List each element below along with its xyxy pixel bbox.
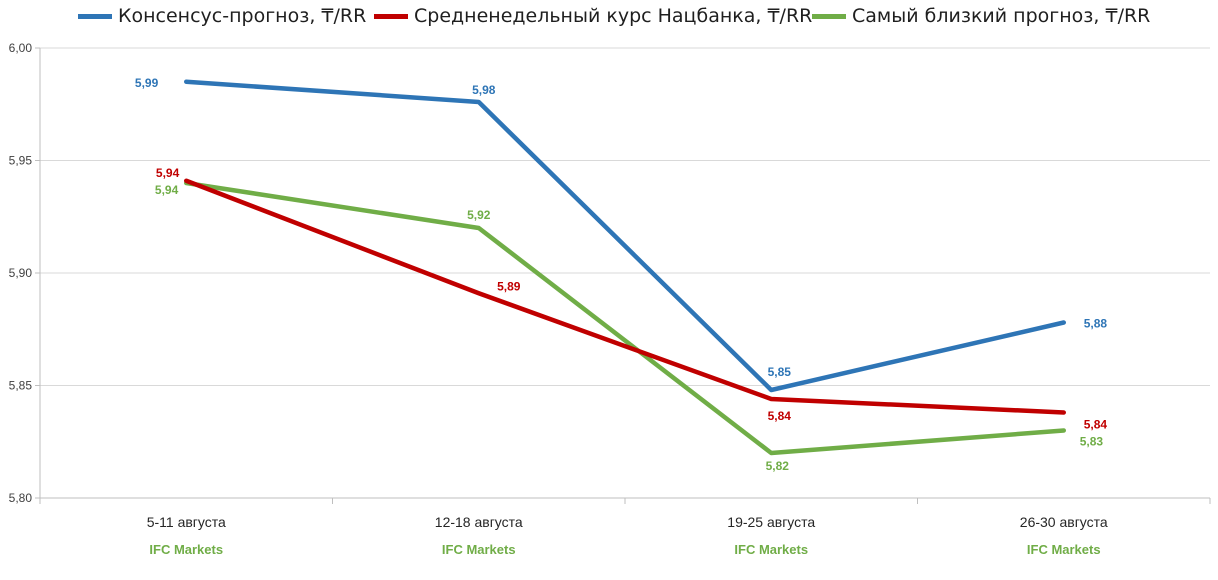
- data-label: 5,82: [766, 459, 790, 473]
- y-tick-label: 6,00: [9, 41, 33, 55]
- legend-swatch-closest: [812, 13, 846, 19]
- x-secondary-label: IFC Markets: [442, 542, 516, 557]
- data-label: 5,85: [768, 365, 792, 379]
- legend-swatch-consensus: [78, 13, 112, 19]
- data-label: 5,83: [1080, 435, 1104, 449]
- data-label: 5,89: [497, 279, 521, 293]
- x-tick-label: 12-18 августа: [435, 514, 523, 530]
- legend: Консенсус-прогноз, ₸/RR Средненедельный …: [0, 0, 1218, 34]
- data-label: 5,94: [155, 183, 179, 197]
- series-line-1: [184, 79, 1066, 393]
- legend-swatch-nbk-rate: [374, 13, 408, 19]
- legend-label-nbk-rate: Средненедельный курс Нацбанка, ₸/RR: [414, 5, 813, 27]
- data-label: 5,98: [472, 83, 496, 97]
- series-line-3: [184, 180, 1066, 456]
- data-label: 5,94: [156, 166, 180, 180]
- y-tick-label: 5,95: [9, 154, 33, 168]
- y-tick-label: 5,80: [9, 491, 33, 505]
- legend-item-consensus: Консенсус-прогноз, ₸/RR: [78, 2, 366, 30]
- x-secondary-label: IFC Markets: [1027, 542, 1101, 557]
- data-label: 5,99: [135, 76, 159, 90]
- x-tick-label: 26-30 августа: [1020, 514, 1108, 530]
- data-label: 5,92: [467, 208, 491, 222]
- x-secondary-label: IFC Markets: [149, 542, 223, 557]
- legend-item-closest: Самый близкий прогноз, ₸/RR: [812, 2, 1150, 30]
- y-tick-label: 5,85: [9, 379, 33, 393]
- legend-label-consensus: Консенсус-прогноз, ₸/RR: [118, 5, 367, 27]
- x-tick-label: 5-11 августа: [147, 514, 226, 530]
- legend-label-closest: Самый близкий прогноз, ₸/RR: [852, 5, 1151, 27]
- x-tick-label: 19-25 августа: [727, 514, 815, 530]
- legend-item-nbk-rate: Средненедельный курс Нацбанка, ₸/RR: [374, 2, 812, 30]
- data-label: 5,84: [1084, 418, 1108, 432]
- y-tick-label: 5,90: [9, 266, 33, 280]
- series-line-2: [184, 178, 1066, 415]
- x-secondary-label: IFC Markets: [734, 542, 808, 557]
- data-label: 5,84: [768, 409, 792, 423]
- data-label: 5,88: [1084, 317, 1108, 331]
